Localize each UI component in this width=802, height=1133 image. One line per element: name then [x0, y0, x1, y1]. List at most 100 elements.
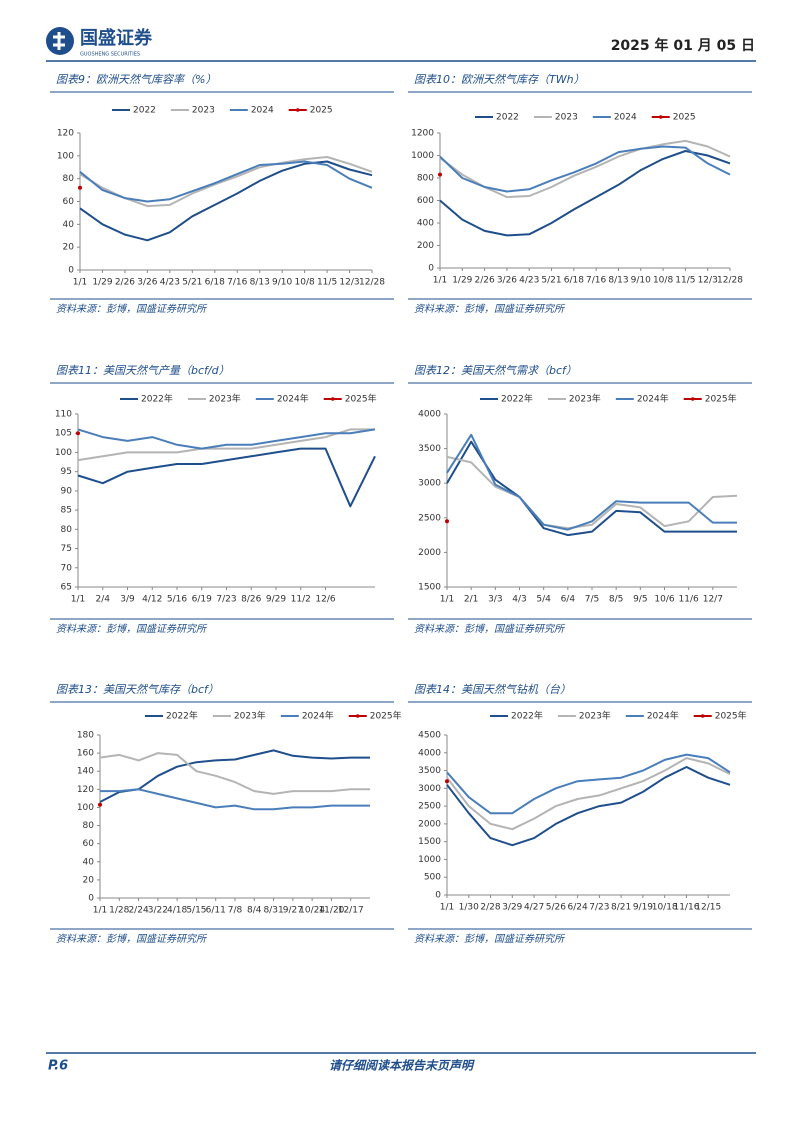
x-tick-label: 7/5 [585, 595, 599, 605]
disclaimer: 请仔细阅读本报告末页声明 [329, 1059, 475, 1073]
x-tick-label: 9/10 [272, 278, 292, 288]
series-line [77, 428, 376, 450]
x-tick-label: 2/28 [480, 903, 500, 913]
y-tick-label: 3500 [418, 766, 441, 776]
y-tick-label: 200 [417, 241, 434, 251]
y-tick-label: 2000 [418, 548, 441, 558]
series-line [439, 150, 731, 237]
chart-source: 资料来源：彭博，国盛证券研究所 [414, 933, 566, 945]
x-tick-label: 5/21 [182, 278, 202, 288]
series-line [446, 753, 731, 815]
y-tick-label: 80 [61, 525, 73, 535]
y-tick-label: 100 [77, 803, 94, 813]
x-tick-label: 7/23 [216, 595, 236, 605]
legend-label: 2024 [251, 106, 274, 116]
chart-source: 资料来源：彭博，国盛证券研究所 [56, 623, 208, 635]
y-tick-label: 1500 [418, 583, 441, 593]
x-tick-label: 12/28 [359, 278, 385, 288]
x-tick-label: 6/18 [564, 276, 584, 286]
series-line [77, 428, 375, 462]
x-tick-label: 8/5 [609, 595, 623, 605]
y-tick-label: 2500 [418, 802, 441, 812]
legend-label: 2025年 [705, 393, 737, 405]
legend-label: 2025年 [715, 710, 747, 722]
logo: 国盛证券 GUOSHENG SECURITIES [46, 27, 153, 58]
legend-label: 2025 [673, 113, 696, 123]
logo-text: 国盛证券 [80, 27, 153, 49]
series-line [79, 160, 373, 242]
chart-source: 资料来源：彭博，国盛证券研究所 [414, 623, 566, 635]
x-tick-label: 4/23 [519, 276, 539, 286]
x-tick-label: 1/1 [433, 276, 447, 286]
chart-source: 资料来源：彭博，国盛证券研究所 [56, 303, 208, 315]
x-tick-label: 2/1 [464, 595, 478, 605]
chart-source: 资料来源：彭博，国盛证券研究所 [414, 303, 566, 315]
series-line [99, 752, 370, 795]
x-tick-label: 2/26 [475, 276, 495, 286]
legend-label: 2024年 [647, 710, 679, 722]
x-tick-label: 1/1 [440, 595, 454, 605]
x-tick-label: 10/8 [295, 278, 315, 288]
x-tick-label: 12/3 [698, 276, 718, 286]
page-number: P.6 [48, 1059, 68, 1074]
y-tick-label: 95 [61, 467, 72, 477]
legend-label: 2023 [555, 113, 578, 123]
y-tick-label: 40 [83, 857, 95, 867]
legend-label: 2023年 [234, 710, 266, 722]
legend-label: 2024年 [277, 393, 309, 405]
x-tick-label: 6/24 [568, 903, 588, 913]
x-tick-label: 9/5 [633, 595, 647, 605]
x-tick-label: 6/18 [205, 278, 225, 288]
y-tick-label: 65 [61, 583, 72, 593]
x-tick-label: 6/4 [561, 595, 576, 605]
x-tick-label: 11/2 [291, 595, 311, 605]
x-tick-label: 1/30 [459, 903, 479, 913]
y-tick-label: 90 [61, 486, 73, 496]
x-tick-label: 1/1 [440, 903, 454, 913]
data-point [445, 779, 449, 784]
x-tick-label: 11/20 [318, 906, 344, 916]
y-tick-label: 3500 [418, 444, 441, 454]
y-tick-label: 800 [417, 174, 434, 184]
legend-label: 2025年 [370, 710, 402, 722]
legend-dot [330, 397, 335, 401]
x-tick-label: 7/16 [227, 278, 247, 288]
x-tick-label: 12/28 [717, 276, 743, 286]
y-tick-label: 70 [61, 563, 73, 573]
x-tick-label: 1/29 [92, 278, 112, 288]
data-point [438, 172, 442, 177]
series-line [446, 757, 731, 831]
x-tick-label: 5/16 [167, 595, 187, 605]
x-tick-label: 5/26 [546, 903, 566, 913]
y-tick-label: 100 [57, 151, 74, 161]
x-tick-label: 8/13 [250, 278, 270, 288]
x-tick-label: 10/8 [653, 276, 673, 286]
y-tick-label: 0 [428, 264, 434, 274]
y-tick-label: 500 [424, 873, 441, 883]
series-line [446, 766, 731, 847]
x-tick-label: 11/6 [679, 595, 699, 605]
x-tick-label: 6/11 [206, 906, 226, 916]
y-tick-label: 105 [55, 429, 72, 439]
x-tick-label: 3/29 [502, 903, 522, 913]
y-tick-label: 600 [417, 196, 434, 206]
legend-label: 2024 [614, 113, 637, 123]
x-tick-label: 2/4 [96, 595, 111, 605]
chart-title: 图表12：美国天然气需求（bcf） [414, 364, 577, 377]
x-tick-label: 4/23 [160, 278, 180, 288]
legend-label: 2022年 [141, 393, 173, 405]
x-tick-label: 12/6 [315, 595, 335, 605]
x-tick-label: 5/4 [536, 595, 551, 605]
y-tick-label: 60 [83, 839, 95, 849]
series-line [446, 440, 737, 537]
x-tick-label: 8/21 [611, 903, 631, 913]
x-tick-label: 8/26 [241, 595, 261, 605]
legend-label: 2022年 [511, 710, 543, 722]
y-tick-label: 1000 [418, 855, 441, 865]
chart-title: 图表10：欧洲天然气库存（TWh） [414, 73, 585, 86]
x-tick-label: 12/17 [338, 906, 364, 916]
y-tick-label: 0 [435, 891, 441, 901]
x-tick-label: 4/18 [167, 906, 187, 916]
x-tick-label: 12/15 [695, 903, 721, 913]
